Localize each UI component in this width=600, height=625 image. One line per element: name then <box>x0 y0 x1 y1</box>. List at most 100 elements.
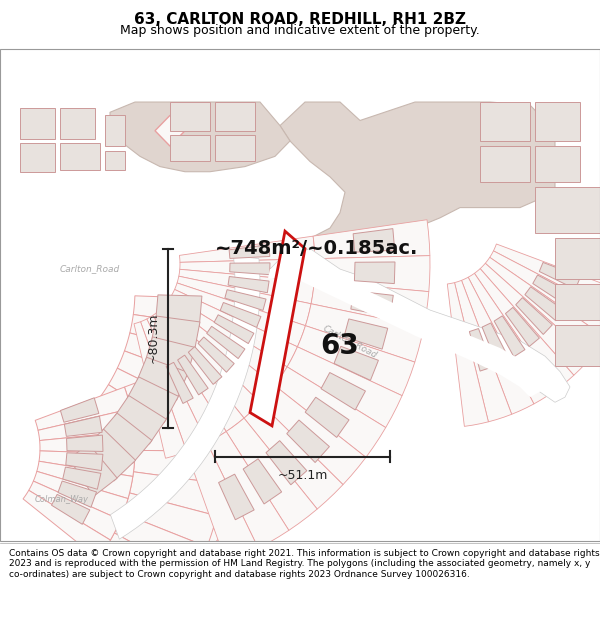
Polygon shape <box>243 459 281 504</box>
Text: Map shows position and indicative extent of the property.: Map shows position and indicative extent… <box>120 24 480 36</box>
Polygon shape <box>505 308 539 346</box>
Polygon shape <box>155 116 185 146</box>
Polygon shape <box>535 187 600 233</box>
Polygon shape <box>210 353 305 411</box>
Polygon shape <box>124 356 218 408</box>
Polygon shape <box>177 276 311 326</box>
Polygon shape <box>158 307 260 418</box>
Polygon shape <box>67 435 103 451</box>
Polygon shape <box>215 102 255 131</box>
Polygon shape <box>117 351 209 409</box>
Polygon shape <box>493 244 600 316</box>
Text: 63, CARLTON ROAD, REDHILL, RH1 2BZ: 63, CARLTON ROAD, REDHILL, RH1 2BZ <box>134 12 466 27</box>
Polygon shape <box>20 143 55 172</box>
Polygon shape <box>34 471 128 520</box>
Polygon shape <box>311 281 429 328</box>
Polygon shape <box>230 263 270 274</box>
Polygon shape <box>23 491 110 559</box>
Polygon shape <box>180 259 315 281</box>
Polygon shape <box>163 301 275 402</box>
Polygon shape <box>305 398 349 437</box>
Polygon shape <box>147 316 226 442</box>
Text: ~80.3m: ~80.3m <box>147 313 160 364</box>
Text: Carlton_Road: Carlton_Road <box>321 322 379 359</box>
Polygon shape <box>535 102 580 141</box>
Polygon shape <box>145 337 196 376</box>
Polygon shape <box>313 220 430 259</box>
Polygon shape <box>226 418 317 531</box>
Polygon shape <box>228 276 269 292</box>
Polygon shape <box>156 295 202 326</box>
Polygon shape <box>525 287 563 321</box>
Polygon shape <box>105 151 125 169</box>
Polygon shape <box>92 510 167 604</box>
Polygon shape <box>490 251 600 338</box>
Polygon shape <box>353 229 395 252</box>
Polygon shape <box>250 231 305 426</box>
Polygon shape <box>355 262 395 284</box>
Polygon shape <box>69 444 117 496</box>
Polygon shape <box>60 143 100 169</box>
Polygon shape <box>555 284 600 320</box>
Polygon shape <box>206 326 245 359</box>
Polygon shape <box>86 429 136 481</box>
Polygon shape <box>179 236 315 262</box>
Text: Carlton_Road: Carlton_Road <box>60 264 120 274</box>
Polygon shape <box>207 431 289 548</box>
Polygon shape <box>461 278 534 414</box>
Polygon shape <box>101 413 152 463</box>
Polygon shape <box>305 304 424 362</box>
Polygon shape <box>469 329 493 371</box>
Polygon shape <box>38 409 134 441</box>
Polygon shape <box>268 262 545 397</box>
Polygon shape <box>270 249 570 402</box>
Polygon shape <box>172 429 264 508</box>
Polygon shape <box>555 238 600 279</box>
Polygon shape <box>170 135 210 161</box>
Polygon shape <box>152 311 244 431</box>
Polygon shape <box>133 296 225 328</box>
Polygon shape <box>134 322 187 458</box>
Polygon shape <box>109 368 198 434</box>
Polygon shape <box>110 256 260 539</box>
Polygon shape <box>134 451 225 484</box>
Polygon shape <box>266 441 307 485</box>
Polygon shape <box>535 146 580 182</box>
Polygon shape <box>98 384 185 457</box>
Polygon shape <box>115 396 166 444</box>
Polygon shape <box>123 493 217 547</box>
Polygon shape <box>455 281 512 422</box>
Polygon shape <box>225 289 266 311</box>
Polygon shape <box>35 387 131 430</box>
Polygon shape <box>200 380 295 444</box>
Text: ~748m²/~0.185ac.: ~748m²/~0.185ac. <box>215 239 418 258</box>
Text: Colman_Way: Colman_Way <box>35 495 89 504</box>
Polygon shape <box>130 387 223 429</box>
Polygon shape <box>137 357 188 400</box>
Polygon shape <box>223 299 315 339</box>
Polygon shape <box>86 400 169 478</box>
Polygon shape <box>533 275 573 306</box>
Polygon shape <box>187 405 281 477</box>
Polygon shape <box>468 273 555 404</box>
Text: Contains OS data © Crown copyright and database right 2021. This information is : Contains OS data © Crown copyright and d… <box>9 549 599 579</box>
Polygon shape <box>52 494 90 524</box>
Polygon shape <box>166 362 193 404</box>
Polygon shape <box>134 419 225 451</box>
Text: ~51.1m: ~51.1m <box>277 469 328 482</box>
Polygon shape <box>105 116 125 146</box>
Polygon shape <box>218 326 312 375</box>
Polygon shape <box>229 244 270 259</box>
Polygon shape <box>136 473 221 562</box>
Polygon shape <box>115 513 207 576</box>
Text: 63: 63 <box>320 332 359 360</box>
Polygon shape <box>244 402 343 509</box>
Polygon shape <box>260 386 366 484</box>
Polygon shape <box>480 146 530 182</box>
Polygon shape <box>287 420 329 462</box>
Polygon shape <box>155 452 244 536</box>
Polygon shape <box>482 323 509 365</box>
Polygon shape <box>480 263 591 375</box>
Polygon shape <box>351 291 393 317</box>
Polygon shape <box>555 326 600 366</box>
